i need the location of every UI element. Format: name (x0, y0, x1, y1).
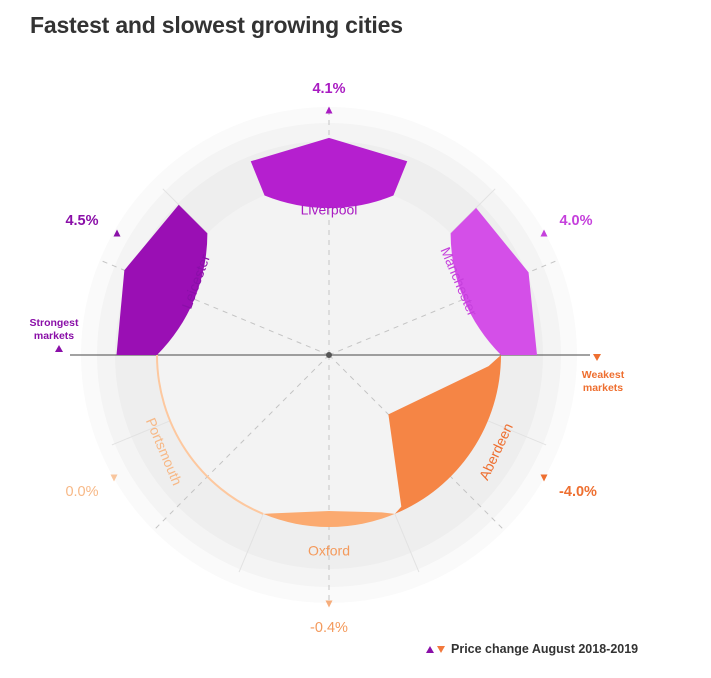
spoke-line (238, 513, 264, 573)
spoke-line (487, 420, 547, 446)
bar-aberdeen (388, 355, 501, 514)
guide-line-leicester (101, 260, 330, 356)
axis-end-label-strongest: Strongest markets (29, 317, 79, 342)
bar-oxford (263, 511, 395, 527)
weakest-marker-icon (593, 354, 601, 361)
bar-portsmouth (156, 354, 264, 515)
legend-down-triangle-icon (437, 645, 445, 653)
center-dot (326, 352, 332, 358)
legend-label: Price change August 2018-2019 (451, 642, 639, 656)
category-label-liverpool: Liverpool (301, 202, 358, 218)
spoke-line (111, 420, 171, 446)
bar-leicester (116, 204, 208, 355)
bar-manchester (450, 207, 537, 355)
legend-up-triangle-icon (426, 645, 434, 653)
chart-legend: Price change August 2018-2019 (426, 642, 638, 656)
value-label-oxford: -0.4% (310, 620, 348, 636)
value-marker-liverpool-icon (325, 106, 333, 114)
spoke-line (394, 513, 420, 573)
guide-line-portsmouth (154, 354, 330, 530)
value-label-liverpool: 4.1% (312, 81, 345, 97)
value-label-leicester: 4.5% (65, 213, 98, 229)
value-label-portsmouth: 0.0% (65, 484, 98, 500)
value-marker-leicester-icon (113, 229, 121, 237)
value-marker-portsmouth-icon (110, 474, 118, 482)
strongest-marker-icon (55, 345, 63, 352)
bar-liverpool (250, 137, 408, 209)
category-label-oxford: Oxford (308, 543, 350, 559)
value-label-aberdeen: -4.0% (559, 484, 597, 500)
value-marker-oxford-icon (325, 600, 333, 608)
axis-end-label-weakest: Weakest markets (582, 369, 625, 394)
value-marker-aberdeen-icon (540, 474, 548, 482)
chart-title: Fastest and slowest growing cities (30, 12, 403, 38)
value-label-manchester: 4.0% (559, 213, 592, 229)
value-marker-manchester-icon (540, 229, 548, 237)
